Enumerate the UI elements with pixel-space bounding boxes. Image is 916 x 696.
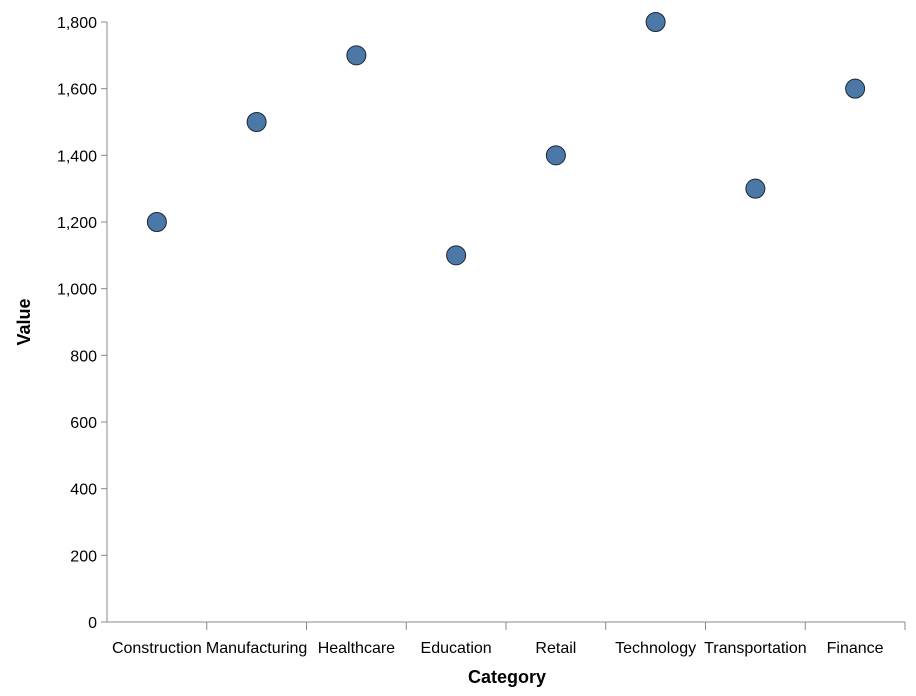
- y-tick-label: 200: [70, 548, 97, 565]
- y-axis: 0 200 400 600 800 1,000 1,200 1,400 1,600 1,800: [57, 15, 108, 632]
- x-tick-label: Construction: [112, 640, 202, 657]
- y-tick-label: 400: [70, 482, 97, 499]
- y-tick-label: 800: [70, 348, 97, 365]
- data-points: [146, 12, 866, 266]
- y-tick-label: 1,400: [57, 148, 97, 165]
- y-tick-label: 1,000: [57, 282, 97, 299]
- data-point[interactable]: [645, 12, 666, 32]
- y-tick-label: 600: [70, 415, 97, 432]
- data-point[interactable]: [545, 145, 566, 166]
- x-tick-label: Education: [421, 640, 492, 657]
- data-point[interactable]: [446, 245, 467, 266]
- data-point[interactable]: [845, 78, 866, 99]
- x-tick-label: Finance: [827, 640, 884, 657]
- x-tick-label: Transportation: [704, 640, 807, 657]
- x-axis-title: Category: [468, 667, 546, 687]
- x-tick-label: Manufacturing: [206, 640, 307, 657]
- x-tick-label: Healthcare: [318, 640, 395, 657]
- x-axis: Construction Manufacturing Healthcare Educa…: [107, 621, 906, 657]
- x-tick-label: Technology: [615, 640, 696, 657]
- data-point[interactable]: [246, 112, 267, 132]
- y-tick-label: 1,800: [57, 15, 97, 32]
- data-point[interactable]: [346, 45, 367, 66]
- y-tick-label: 0: [88, 615, 97, 632]
- data-point[interactable]: [745, 178, 766, 199]
- data-point[interactable]: [146, 212, 167, 232]
- x-tick-label: Retail: [535, 640, 576, 657]
- y-tick-label: 1,600: [57, 82, 97, 99]
- y-tick-label: 1,200: [57, 215, 97, 232]
- y-axis-title: Value: [14, 298, 34, 345]
